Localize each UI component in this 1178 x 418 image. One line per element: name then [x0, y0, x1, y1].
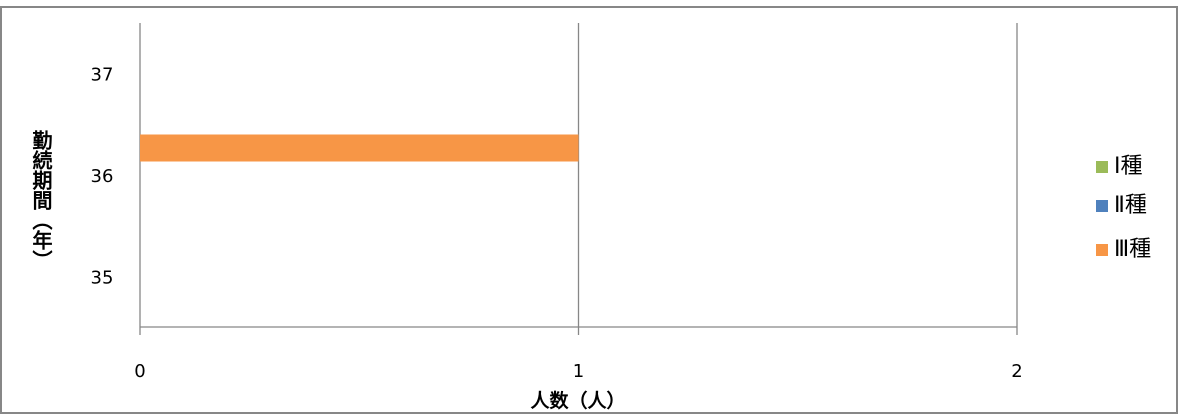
y-axis-tick-labels: 35 36 37	[91, 65, 114, 289]
legend-swatch-3	[1096, 244, 1108, 256]
y-tick-label-35: 35	[91, 267, 114, 288]
gridlines	[139, 23, 1018, 327]
x-tick-label-0: 0	[134, 361, 145, 382]
x-axis-title: 人数（人）	[530, 389, 625, 412]
y-tick-label-37: 37	[91, 65, 114, 86]
legend-swatch-2	[1096, 200, 1108, 212]
bar-36-series-3	[140, 134, 579, 162]
y-axis-title: 勤続期間（年）	[29, 129, 53, 270]
y-tick-label-36: 36	[91, 166, 114, 187]
x-axis-tick-labels: 0 1 2	[134, 361, 1022, 382]
chart-border	[0, 6, 1178, 414]
x-axis-ticks	[139, 327, 1018, 335]
legend: Ⅰ種 Ⅱ種 Ⅲ種	[1096, 154, 1151, 262]
bars	[140, 134, 579, 162]
x-tick-label-2: 2	[1011, 361, 1022, 382]
x-tick-label-1: 1	[573, 361, 584, 382]
legend-label-3: Ⅲ種	[1114, 237, 1151, 262]
legend-label-1: Ⅰ種	[1114, 154, 1143, 179]
legend-swatch-1	[1096, 161, 1108, 173]
legend-label-2: Ⅱ種	[1114, 193, 1147, 218]
